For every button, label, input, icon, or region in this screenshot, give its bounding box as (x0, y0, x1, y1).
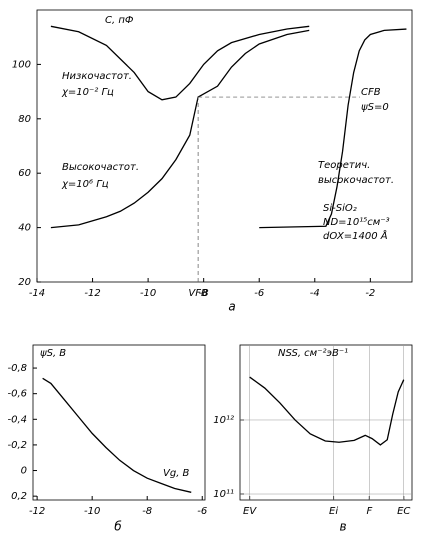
x-tick-label: -6 (254, 288, 264, 299)
annotation: χ=10⁶ Гц (61, 179, 109, 190)
plot-frame (239, 344, 413, 501)
x-tick-label: -4 (310, 288, 320, 299)
vfb-label: VFB (188, 288, 208, 299)
plot-frame (36, 9, 413, 283)
y-axis-label: ψS, В (40, 348, 66, 359)
x-tick-label: -6 (197, 506, 207, 517)
x-tick-label: F (366, 506, 372, 517)
y-tick-label: 20 (18, 277, 31, 288)
panel-label: а (228, 300, 235, 314)
annotation: Низкочастот. (62, 71, 132, 82)
x-tick-label: -14 (29, 288, 45, 299)
plot-frame (32, 344, 206, 501)
x-tick-label: Ei (329, 506, 338, 517)
annotation: χ=10⁻² Гц (61, 87, 114, 98)
y-tick-label: 10¹² (213, 415, 234, 426)
y-tick-label: 60 (18, 168, 31, 179)
x-tick-label: -8 (199, 288, 209, 299)
curve (249, 376, 405, 446)
x-tick-label: -12 (29, 506, 45, 517)
x-tick-label: EC (397, 506, 410, 517)
x-tick-label: -2 (365, 288, 375, 299)
x-axis-label: Vg, В (163, 468, 190, 479)
curve (50, 25, 310, 101)
y-tick-label: -0,8 (7, 363, 27, 374)
y-axis-label: C, пФ (105, 15, 134, 26)
annotation: Высокочастот. (62, 162, 139, 173)
x-tick-label: EV (243, 506, 257, 517)
annotation: ND=10¹⁵см⁻³ (323, 217, 390, 228)
y-tick-label: 10¹¹ (213, 489, 234, 500)
x-tick-label: -10 (140, 288, 156, 299)
cfb-label: CFB (361, 87, 381, 98)
y-tick-label: -0,6 (7, 389, 27, 400)
curve (50, 29, 310, 229)
y-tick-label: 80 (18, 114, 31, 125)
panel-label: б (114, 520, 122, 534)
annotation: Теоретич. (318, 160, 370, 171)
y-axis-label: NSS, см⁻²эВ⁻¹ (278, 348, 348, 359)
psi-note: ψS=0 (361, 102, 389, 113)
curve (259, 28, 407, 229)
x-tick-label: -10 (84, 506, 100, 517)
panel-label: в (339, 520, 346, 534)
y-tick-label: 40 (18, 223, 31, 234)
y-tick-label: 100 (12, 59, 31, 70)
annotation: Si-SiO₂ (323, 203, 357, 214)
curve (42, 377, 192, 493)
y-tick-label: -0,4 (7, 414, 27, 425)
x-tick-label: -12 (84, 288, 100, 299)
y-tick-label: 0,2 (11, 491, 27, 502)
annotation: высокочастот. (318, 175, 394, 186)
annotation: dOX=1400 Å (323, 229, 388, 242)
y-tick-label: -0,2 (7, 440, 27, 451)
y-tick-label: 0 (21, 466, 27, 477)
x-tick-label: -8 (142, 506, 152, 517)
